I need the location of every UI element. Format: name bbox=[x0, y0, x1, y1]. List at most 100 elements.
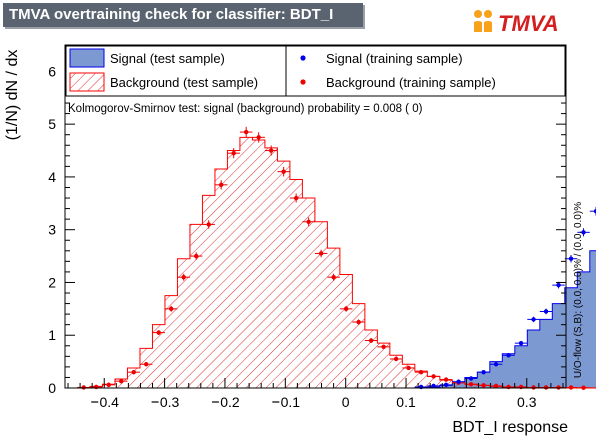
marker bbox=[119, 378, 124, 384]
marker bbox=[381, 344, 386, 350]
background-training-point bbox=[477, 383, 490, 388]
x-tick-label: 0.1 bbox=[281, 394, 301, 410]
signal-training-point bbox=[477, 369, 490, 375]
background-training-point bbox=[414, 369, 428, 375]
logo-text: TMVA bbox=[498, 11, 559, 36]
legend: Signal (test sample) Background (test sam… bbox=[65, 45, 566, 97]
signal-training-swatch bbox=[300, 55, 306, 61]
background-training-point bbox=[564, 385, 578, 390]
marker bbox=[181, 274, 186, 280]
background-training-point bbox=[489, 383, 503, 389]
background-training-point bbox=[302, 217, 315, 226]
background-training-point bbox=[352, 319, 365, 325]
background-test-swatch bbox=[69, 72, 105, 92]
x-tick-label: 0.2 bbox=[220, 394, 240, 410]
background-training-point bbox=[264, 145, 278, 156]
background-training-point bbox=[327, 273, 340, 281]
marker bbox=[556, 385, 561, 390]
background-training-point bbox=[277, 166, 290, 177]
marker bbox=[481, 369, 486, 375]
marker bbox=[543, 385, 549, 390]
marker bbox=[468, 382, 474, 387]
marker bbox=[243, 129, 249, 135]
legend-background-test: Background (test sample) bbox=[110, 75, 258, 90]
marker bbox=[543, 309, 549, 314]
ks-test-annotation: Kolmogorov-Smirnov test: signal (backgro… bbox=[68, 103, 423, 115]
x-tick-label: 0.3 bbox=[160, 394, 180, 410]
background-training-point bbox=[227, 148, 240, 159]
background-training-point bbox=[539, 385, 553, 390]
signal-training-point bbox=[502, 353, 515, 358]
marker bbox=[581, 230, 586, 235]
background-training-point bbox=[402, 365, 415, 371]
marker bbox=[156, 330, 161, 335]
marker bbox=[193, 253, 199, 259]
y-tick-label: 5 bbox=[48, 116, 56, 132]
marker bbox=[493, 362, 499, 367]
marker bbox=[431, 374, 436, 379]
marker bbox=[506, 353, 511, 358]
marker bbox=[531, 317, 536, 322]
background-training-point bbox=[389, 356, 403, 362]
background-training-point bbox=[364, 338, 378, 343]
marker bbox=[393, 356, 399, 362]
marker bbox=[406, 365, 411, 371]
y-tick-label: 6 bbox=[48, 63, 56, 79]
marker bbox=[431, 383, 436, 389]
signal-training-point bbox=[527, 316, 540, 323]
background-training-point bbox=[527, 385, 540, 390]
y-tick-label: 0 bbox=[48, 380, 56, 396]
background-training-point bbox=[214, 180, 228, 190]
background-training-swatch bbox=[300, 79, 306, 85]
background-training-point bbox=[139, 362, 153, 367]
background-training-point bbox=[314, 249, 328, 258]
signal-training-point bbox=[564, 254, 578, 263]
x-tick-label: 0.2 bbox=[457, 394, 477, 410]
signal-training-point bbox=[489, 362, 503, 367]
marker bbox=[131, 369, 136, 375]
marker bbox=[443, 382, 449, 388]
marker bbox=[256, 135, 261, 140]
plot-area bbox=[65, 126, 596, 390]
background-training-point bbox=[102, 382, 115, 388]
background-training-point bbox=[439, 377, 453, 382]
background-training-point bbox=[427, 374, 440, 379]
x-tick-label: 0.1 bbox=[396, 394, 416, 410]
y-tick-label: 3 bbox=[48, 222, 56, 238]
chart-title: TMVA overtraining check for classifier: … bbox=[3, 3, 363, 27]
signal-training-point bbox=[539, 308, 553, 315]
background-training-point bbox=[577, 385, 590, 390]
y-tick-label: 2 bbox=[48, 274, 56, 290]
background-training-point bbox=[339, 305, 353, 312]
marker bbox=[556, 282, 561, 288]
marker bbox=[568, 385, 574, 390]
background-training-point bbox=[177, 273, 190, 281]
marker bbox=[343, 306, 349, 312]
marker bbox=[493, 383, 499, 389]
marker bbox=[231, 150, 236, 156]
background-training-point bbox=[164, 305, 178, 312]
background-training-point bbox=[239, 126, 253, 138]
marker bbox=[581, 385, 586, 390]
background-training-point bbox=[377, 344, 390, 350]
background-training-point bbox=[464, 382, 478, 387]
signal-training-point bbox=[452, 379, 465, 384]
x-axis-label: BDT_I response bbox=[452, 419, 568, 436]
marker bbox=[306, 219, 311, 224]
marker bbox=[281, 169, 286, 174]
marker bbox=[293, 195, 299, 201]
signal-test-swatch bbox=[69, 48, 105, 68]
marker bbox=[81, 385, 86, 390]
legend-signal-test: Signal (test sample) bbox=[110, 51, 225, 66]
x-tick-label: 0.3 bbox=[517, 394, 537, 410]
marker bbox=[481, 383, 486, 388]
marker bbox=[218, 182, 224, 188]
marker bbox=[268, 148, 274, 153]
marker bbox=[468, 376, 474, 381]
signal-training-point bbox=[427, 383, 440, 389]
background-training-point bbox=[202, 220, 215, 229]
marker bbox=[206, 222, 211, 227]
signal-training-point bbox=[464, 376, 478, 381]
overflow-label: U/O-flow (S,B): (0.0, 0.0)% / (0.0, 0.0)… bbox=[573, 202, 584, 378]
marker bbox=[169, 306, 174, 312]
